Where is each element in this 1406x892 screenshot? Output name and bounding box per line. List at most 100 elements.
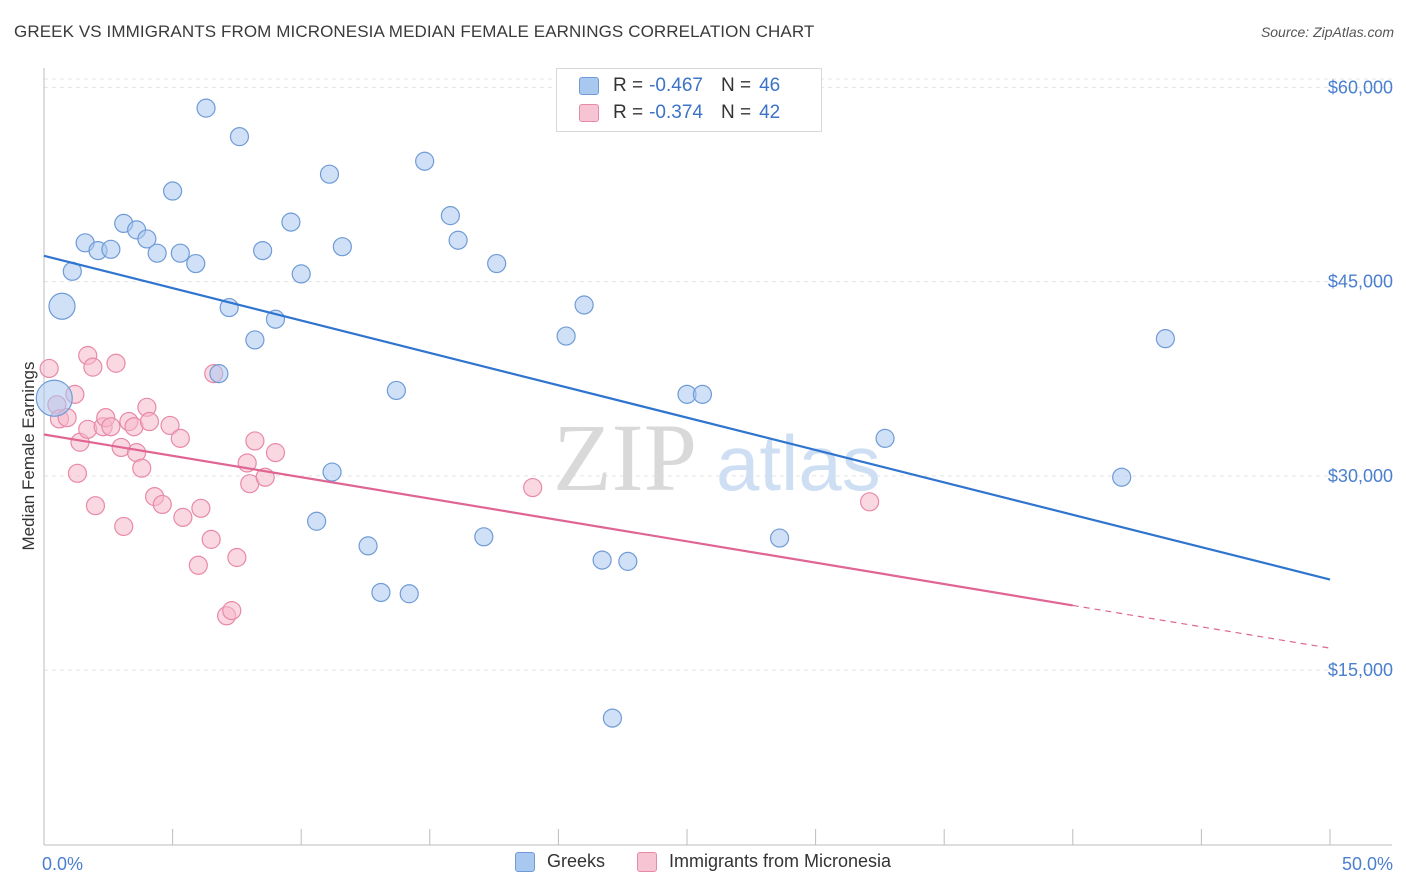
legend-row-micronesia: R = -0.374 N = 42 bbox=[579, 100, 780, 126]
legend-micronesia-swatch bbox=[636, 851, 657, 872]
greeks-point-44 bbox=[1112, 467, 1132, 487]
greeks-point-12 bbox=[186, 253, 206, 274]
greeks-point-41 bbox=[692, 384, 713, 404]
greeks-point-39 bbox=[602, 708, 623, 728]
watermark: ZIP atlas bbox=[553, 404, 881, 511]
greeks-point-23 bbox=[332, 237, 352, 257]
greeks-point-11 bbox=[170, 243, 190, 263]
micronesia-point-10 bbox=[85, 496, 106, 516]
greeks-point-35 bbox=[556, 326, 576, 346]
greeks-point-32 bbox=[448, 230, 468, 250]
y-tick-label-3: $60,000 bbox=[1328, 77, 1393, 97]
greeks-point-37 bbox=[592, 550, 612, 570]
greeks-point-9 bbox=[147, 243, 167, 263]
gridlines bbox=[44, 78, 1392, 671]
micronesia-point-14 bbox=[106, 353, 126, 373]
micronesia-point-5 bbox=[67, 463, 88, 483]
greeks-r-label: R = bbox=[613, 75, 644, 96]
greeks-point-29 bbox=[399, 584, 419, 604]
greeks-point-21 bbox=[291, 264, 311, 284]
micronesia-point-29 bbox=[191, 498, 211, 518]
micronesia-point-20 bbox=[132, 458, 152, 478]
legend-item-greeks: Greeks bbox=[514, 851, 605, 872]
y-axis-label: Median Female Earnings bbox=[19, 361, 38, 551]
greeks-swatch bbox=[579, 77, 599, 95]
greeks-point-1 bbox=[48, 292, 76, 320]
greeks-point-31 bbox=[440, 206, 460, 226]
greeks-point-13 bbox=[196, 98, 216, 118]
greeks-point-33 bbox=[474, 527, 494, 547]
greeks-point-43 bbox=[875, 428, 895, 448]
micronesia-n-value: 42 bbox=[759, 102, 781, 123]
greeks-point-16 bbox=[229, 127, 250, 147]
micronesia-point-26 bbox=[170, 428, 190, 448]
greeks-point-5 bbox=[101, 239, 121, 259]
x-ticks bbox=[43, 829, 1331, 845]
micronesia-point-39 bbox=[265, 443, 286, 463]
y-tick-label-1: $30,000 bbox=[1328, 466, 1393, 486]
greeks-point-36 bbox=[574, 295, 594, 315]
greeks-r-value: -0.467 bbox=[649, 75, 703, 96]
series-legend: Greeks Immigrants from Micronesia bbox=[0, 851, 1406, 872]
greeks-point-42 bbox=[769, 528, 790, 548]
micronesia-trend-extension bbox=[1072, 604, 1331, 649]
micronesia-point-13 bbox=[101, 417, 121, 437]
greeks-point-15 bbox=[209, 364, 229, 384]
micronesia-r-value: -0.374 bbox=[649, 102, 703, 123]
y-tick-labels: $15,000 $30,000 $45,000 $60,000 bbox=[1328, 77, 1393, 680]
greeks-point-30 bbox=[415, 151, 435, 171]
micronesia-point-27 bbox=[173, 507, 193, 527]
series-greeks-points bbox=[35, 98, 1175, 728]
greeks-point-0 bbox=[35, 379, 73, 417]
greeks-n-value: 46 bbox=[759, 75, 781, 96]
micronesia-point-16 bbox=[114, 516, 134, 537]
micronesia-point-0 bbox=[39, 358, 59, 379]
stats-legend: R = -0.467 N = 46 R = -0.374 N = 42 bbox=[556, 68, 822, 132]
greeks-point-28 bbox=[386, 380, 406, 401]
greeks-trend-line bbox=[43, 254, 1331, 581]
watermark-atlas: atlas bbox=[716, 419, 881, 507]
greeks-point-38 bbox=[618, 551, 638, 571]
greeks-point-18 bbox=[253, 240, 273, 261]
greeks-point-10 bbox=[163, 181, 183, 201]
greeks-point-26 bbox=[358, 536, 378, 556]
legend-micronesia-label: Immigrants from Micronesia bbox=[668, 851, 892, 871]
micronesia-point-9 bbox=[83, 357, 103, 377]
source-credit: Source: ZipAtlas.com bbox=[1260, 24, 1394, 40]
greeks-point-45 bbox=[1155, 329, 1175, 349]
x-tick-labels: 0.0% 50.0% bbox=[42, 854, 1393, 874]
greeks-point-34 bbox=[487, 253, 507, 274]
micronesia-point-41 bbox=[860, 492, 880, 512]
micronesia-point-37 bbox=[245, 431, 265, 451]
legend-item-micronesia: Immigrants from Micronesia bbox=[636, 851, 892, 872]
micronesia-point-30 bbox=[201, 529, 221, 549]
x-tick-label-0: 0.0% bbox=[42, 854, 83, 874]
micronesia-point-22 bbox=[139, 411, 160, 432]
greeks-point-25 bbox=[322, 462, 342, 482]
greeks-point-17 bbox=[245, 330, 265, 350]
greeks-point-20 bbox=[281, 212, 301, 232]
y-tick-label-2: $45,000 bbox=[1328, 272, 1393, 292]
greeks-point-27 bbox=[371, 582, 391, 603]
x-tick-label-1: 50.0% bbox=[1342, 854, 1393, 874]
greeks-point-24 bbox=[307, 511, 327, 531]
micronesia-point-40 bbox=[523, 477, 543, 498]
micronesia-point-34 bbox=[227, 547, 247, 568]
chart-title: GREEK VS IMMIGRANTS FROM MICRONESIA MEDI… bbox=[14, 22, 815, 41]
micronesia-point-24 bbox=[152, 494, 172, 515]
micronesia-n-label: N = bbox=[720, 102, 752, 123]
greeks-n-label: N = bbox=[720, 75, 752, 96]
watermark-zip: ZIP bbox=[553, 404, 697, 511]
micronesia-point-33 bbox=[222, 601, 242, 621]
axes bbox=[43, 68, 1392, 846]
y-tick-label-0: $15,000 bbox=[1328, 660, 1393, 680]
micronesia-r-label: R = bbox=[613, 102, 644, 123]
micronesia-point-28 bbox=[188, 555, 208, 575]
series-micronesia-points bbox=[39, 345, 880, 626]
micronesia-trend-line bbox=[43, 433, 1073, 607]
micronesia-point-25 bbox=[160, 415, 180, 436]
trend-lines bbox=[43, 254, 1331, 649]
greeks-point-22 bbox=[319, 164, 340, 184]
micronesia-swatch bbox=[579, 104, 599, 122]
